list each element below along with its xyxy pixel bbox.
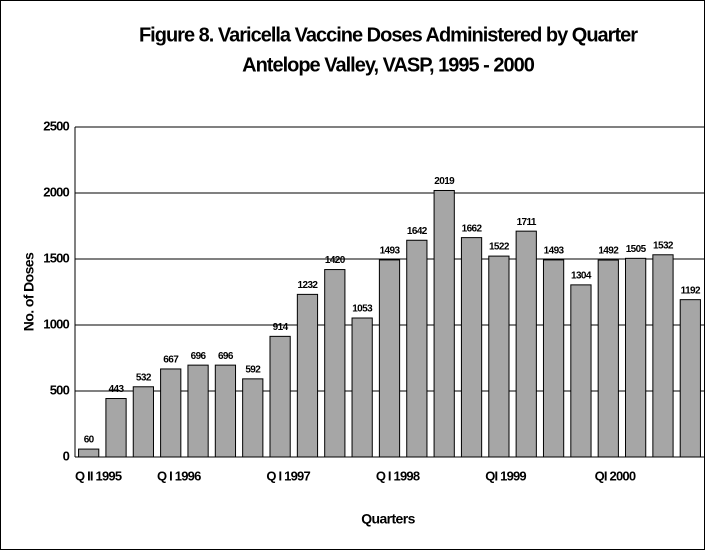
bar	[351, 317, 373, 458]
bar	[132, 386, 154, 458]
x-axis-label: Quarters	[361, 511, 415, 527]
value-label: 914	[273, 322, 289, 333]
x-tick-label: Q I 1997	[266, 468, 310, 483]
bar	[597, 259, 619, 458]
y-axis-label: No. of Doses	[21, 252, 37, 331]
value-label: 1492	[598, 246, 619, 257]
chart-subtitle: Antelope Valley, VASP, 1995 - 2000	[242, 54, 535, 76]
y-tick-label: 2000	[43, 184, 69, 199]
bar	[679, 299, 701, 458]
value-label: 1642	[407, 226, 428, 237]
bar	[214, 364, 237, 458]
x-tick-label: QI 2000	[595, 468, 636, 483]
bar	[187, 364, 209, 458]
bar	[460, 237, 483, 458]
value-label: 1505	[626, 244, 647, 255]
bar	[324, 269, 346, 458]
bar	[160, 368, 182, 458]
bar	[625, 257, 647, 458]
value-label: 2019	[434, 176, 455, 187]
value-label: 592	[245, 364, 261, 375]
value-label: 1192	[681, 285, 701, 296]
value-label: 696	[218, 351, 234, 362]
bar	[515, 230, 537, 458]
x-tick-label: Q I 1996	[157, 468, 201, 483]
bar	[296, 293, 319, 458]
y-tick-label: 1000	[43, 316, 69, 331]
y-tick-label: 2500	[43, 118, 69, 133]
value-label: 1493	[544, 246, 565, 257]
x-tick-label: QI 1999	[485, 468, 526, 483]
bar	[105, 398, 127, 458]
y-tick-label: 500	[50, 382, 70, 397]
value-label: 1662	[462, 223, 483, 234]
bar	[242, 378, 264, 458]
value-label: 1232	[298, 280, 319, 291]
bar	[570, 284, 592, 458]
value-label: 1711	[517, 217, 537, 228]
bar	[542, 259, 565, 458]
value-label: 443	[109, 384, 125, 395]
bar	[652, 254, 674, 458]
y-tick-label: 0	[63, 448, 70, 463]
bar	[378, 259, 401, 458]
bar	[488, 255, 510, 458]
bar	[406, 239, 428, 458]
value-label: 60	[84, 435, 95, 446]
value-label: 696	[191, 351, 207, 362]
x-tick-label: Q II 1995	[75, 468, 122, 483]
value-label: 1304	[571, 271, 592, 282]
value-label: 1532	[653, 240, 674, 251]
chart-title: Figure 8. Varicella Vaccine Doses Admini…	[139, 24, 638, 46]
bar	[269, 335, 291, 458]
value-label: 1420	[325, 255, 346, 266]
value-label: 1053	[352, 304, 373, 315]
x-tick-label: Q I 1998	[376, 468, 420, 483]
value-label: 1522	[489, 242, 510, 253]
bar	[78, 448, 100, 458]
y-tick-label: 1500	[43, 250, 69, 265]
value-label: 1493	[380, 246, 401, 257]
value-label: 532	[136, 372, 152, 383]
value-label: 667	[163, 355, 179, 366]
bar	[433, 189, 455, 458]
